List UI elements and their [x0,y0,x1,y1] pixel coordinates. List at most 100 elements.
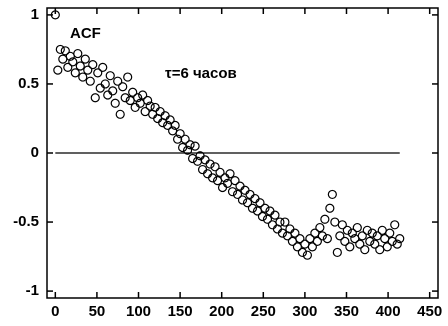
point [55,44,65,55]
point [185,140,195,150]
x-tick-label: 250 [251,303,276,320]
point [53,65,63,75]
point [103,90,113,100]
point [68,57,78,67]
point [73,48,83,59]
y-tick-label: -0.5 [13,213,39,230]
point [155,106,165,117]
point [390,220,400,230]
point [115,109,125,119]
point [108,86,118,96]
point [352,222,362,233]
point [143,95,153,106]
point [360,245,370,255]
point [330,217,340,227]
point [133,93,143,103]
point [362,225,372,235]
point [290,228,300,238]
point [267,220,278,230]
point [190,141,200,151]
point [175,129,185,139]
point [240,185,250,195]
point [345,242,355,252]
point [182,145,193,155]
y-tick-label: 1 [31,6,39,23]
point [160,111,170,121]
point [100,79,110,89]
point [285,224,295,234]
x-tick-label: 100 [126,303,151,320]
point [237,195,248,205]
point [50,10,60,20]
point [327,189,337,200]
point [88,60,98,70]
point [110,98,120,108]
x-tick-label: 200 [209,303,234,320]
point [230,176,240,186]
point [255,198,265,208]
point [377,225,387,235]
point [215,167,225,177]
point [247,203,258,213]
annotation: ACF [70,25,101,42]
x-tick-label: 0 [51,303,59,320]
point [197,164,208,175]
point [217,182,228,193]
point [225,169,235,179]
point [340,236,350,246]
point [317,231,327,241]
point [355,239,365,249]
point [63,62,73,72]
point [60,46,70,56]
point [260,203,270,213]
point [170,120,180,130]
point [113,76,123,86]
point [370,239,380,249]
point [70,68,80,78]
point [262,214,273,224]
point [367,228,377,238]
point [78,72,88,82]
point [105,71,115,81]
point [90,93,100,103]
point [365,236,375,246]
x-tick-label: 300 [292,303,317,320]
point [242,198,253,208]
point [85,76,95,86]
point [118,82,128,92]
point [98,62,108,72]
point [235,181,245,191]
point [80,54,90,64]
point [357,231,367,241]
point [322,234,332,244]
x-tick-label: 150 [168,303,193,320]
x-tick-label: 350 [334,303,359,320]
annotation: τ=6 часов [165,65,237,82]
point [227,187,238,197]
y-tick-label: -1 [26,282,39,299]
x-tick-label: 50 [89,303,106,320]
y-tick-label: 0.5 [18,75,39,92]
point [395,234,405,244]
point [320,214,330,224]
point [312,236,322,246]
point [120,93,130,103]
point [335,231,345,241]
point [342,225,352,235]
y-tick-label: 0 [31,144,39,161]
point [392,239,402,249]
x-tick-label: 400 [376,303,401,320]
point [93,68,103,78]
point [297,247,307,258]
point [75,61,85,71]
point [382,242,392,252]
point [315,222,325,233]
point [385,228,395,238]
point [210,162,220,172]
point [280,217,290,227]
point [257,211,268,222]
point [150,102,160,113]
point [325,203,335,213]
point [83,65,93,75]
